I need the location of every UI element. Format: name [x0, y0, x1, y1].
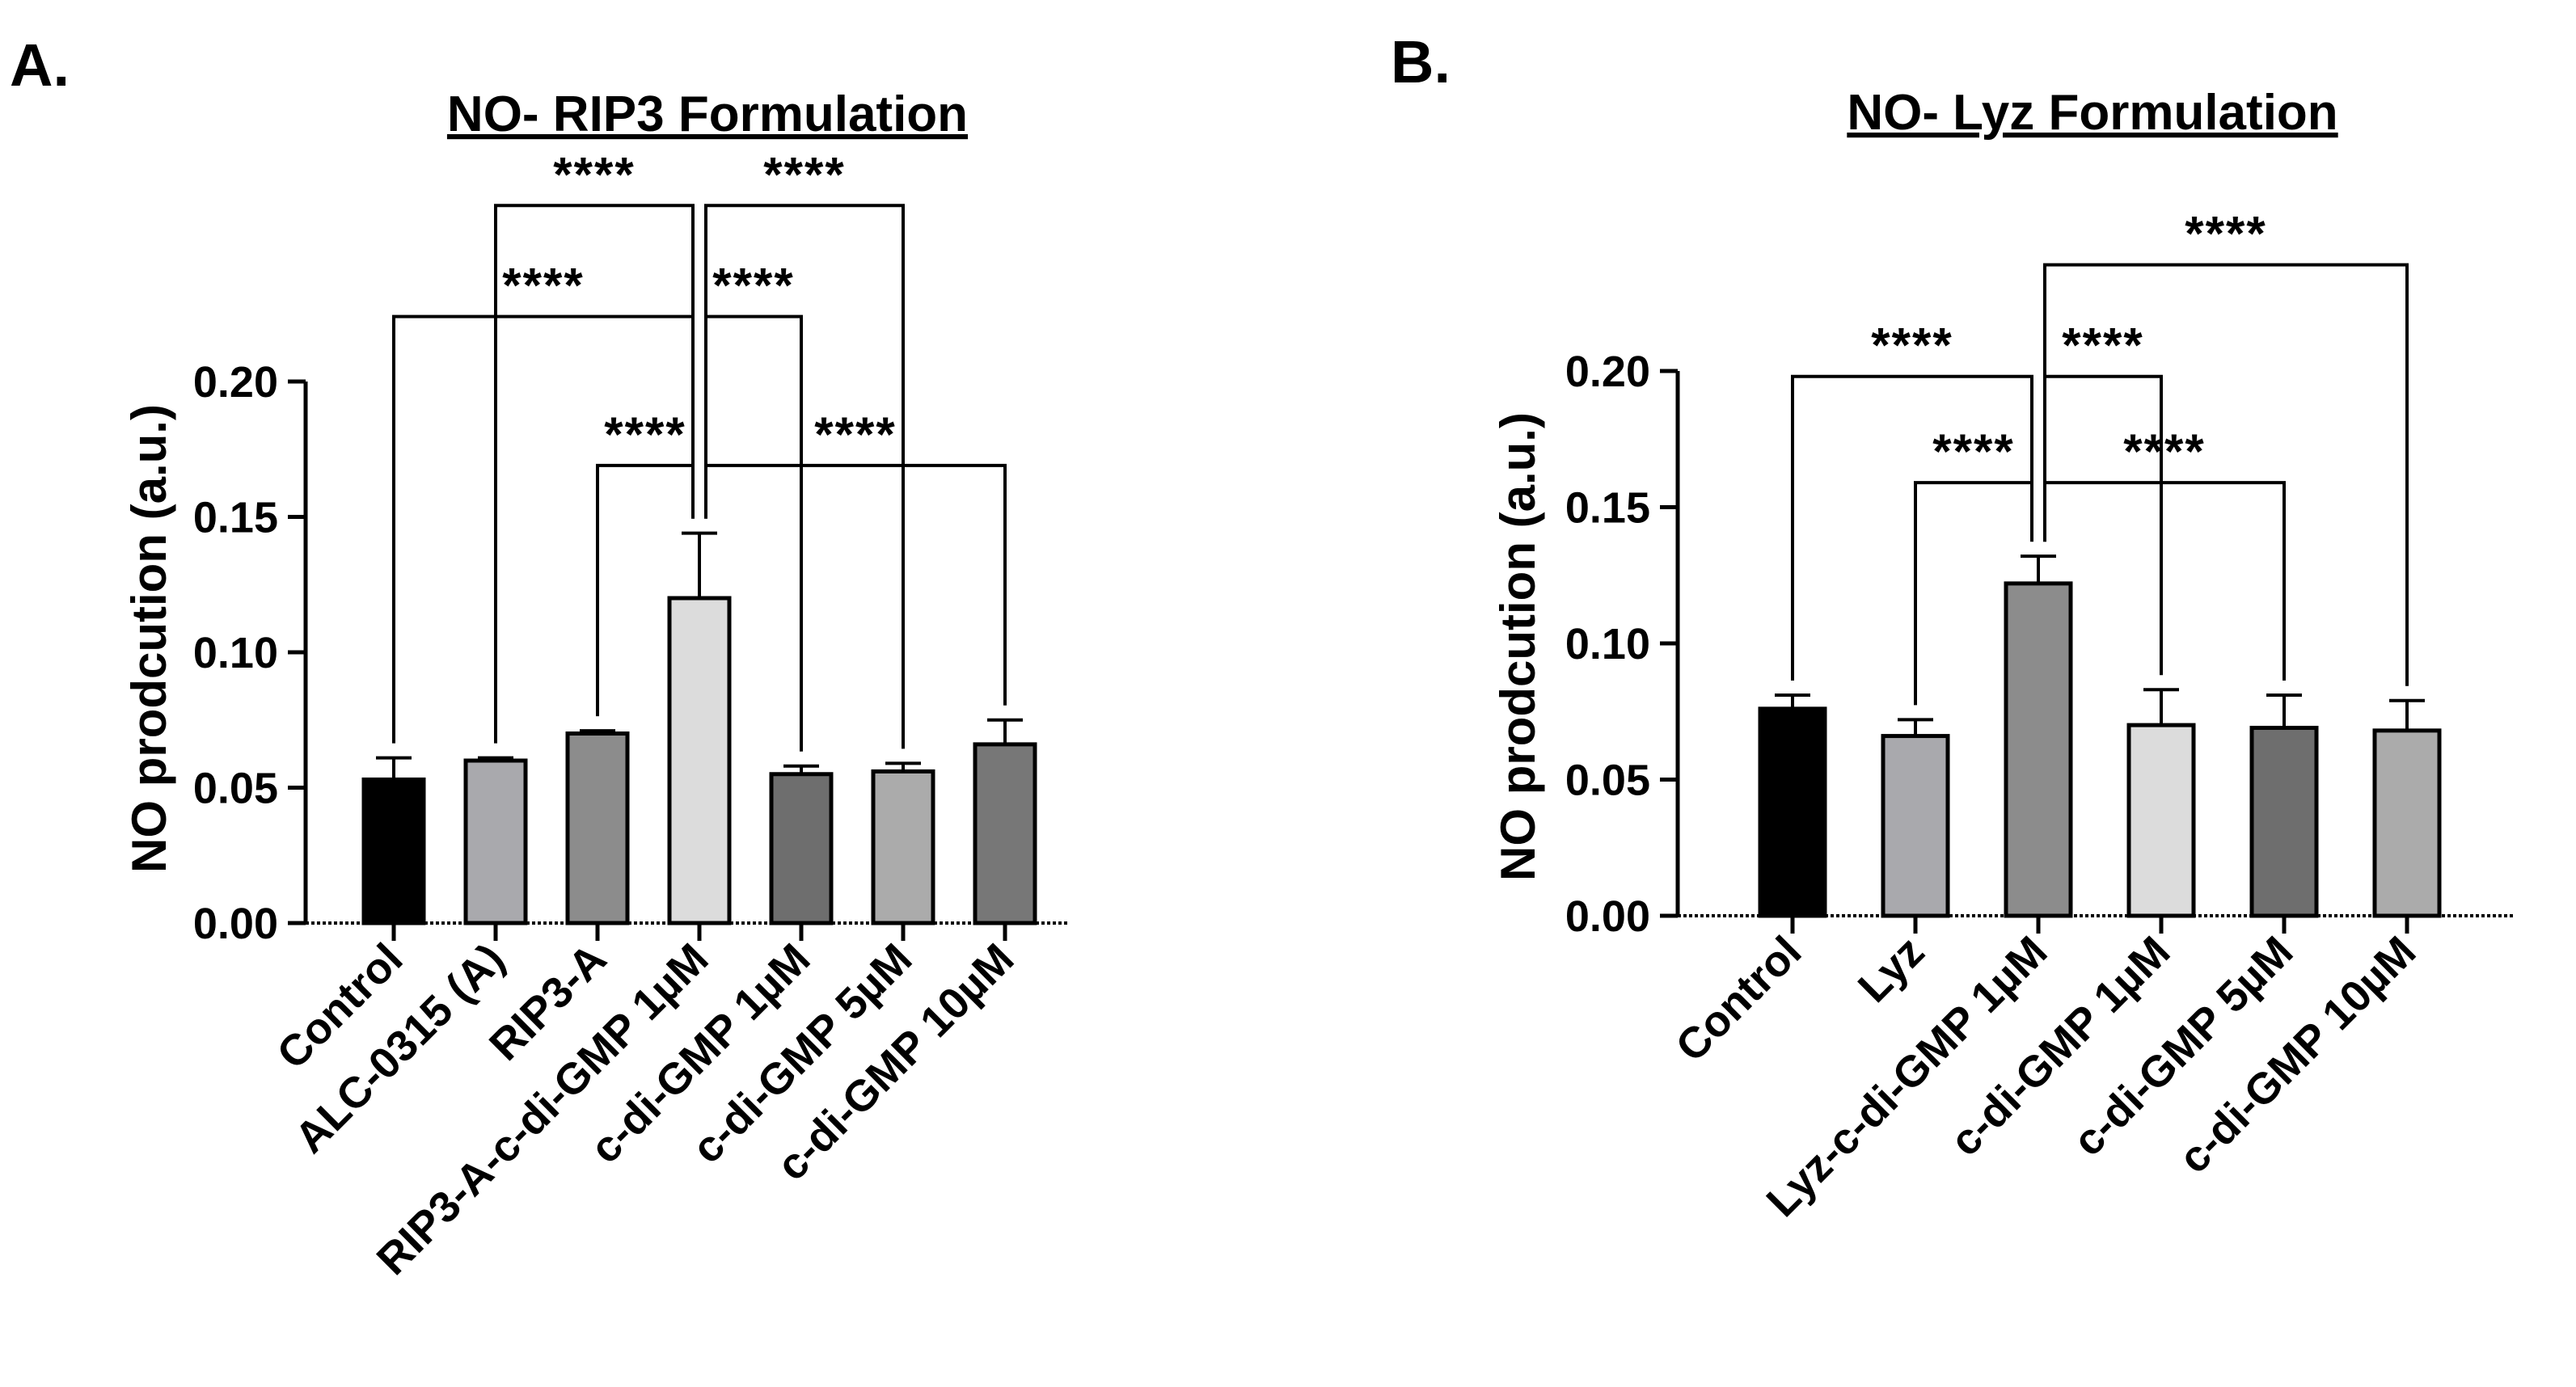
- panel-a-significance-bracket: [704, 314, 803, 752]
- panel-a-bar: [871, 769, 935, 925]
- panel-b-y-tick-label: 0.10: [1565, 620, 1650, 668]
- panel-a-significance-label: ****: [553, 147, 635, 201]
- panel-b-bar: [2126, 723, 2196, 918]
- panel-b-y-axis-label: NO prodcution (a.u.): [1491, 412, 1545, 881]
- panel-b-significance-bracket: [2043, 481, 2286, 681]
- panel-a-label: A.: [10, 32, 70, 99]
- panel-b-significance-label: ****: [1932, 424, 2014, 478]
- panel-b-y-tick-label: 0.20: [1565, 348, 1650, 396]
- panel-b-bar: [2004, 581, 2073, 918]
- panel-a-bar: [361, 777, 426, 925]
- panel-b-bar: [1881, 734, 1950, 918]
- panel-b-category-label: c-di-GMP 1µM: [1941, 927, 2180, 1166]
- panel-b-category-label: Lyz: [1849, 927, 1934, 1012]
- panel-b-significance-label: ****: [1871, 318, 1953, 373]
- panel-a-significance-label: ****: [712, 259, 794, 313]
- panel-b-category-label: c-di-GMP 5µM: [2064, 927, 2303, 1166]
- panel-a-bar: [565, 731, 630, 925]
- panel-a-y-tick-label: 0.15: [193, 494, 278, 542]
- panel-b-significance-label: ****: [2185, 207, 2266, 261]
- panel-a-significance-bracket: [596, 463, 695, 717]
- panel-b-y-tick-label: 0.15: [1565, 484, 1650, 533]
- panel-a-significance-label: ****: [763, 147, 845, 201]
- panel-a-y-tick-label: 0.00: [193, 900, 278, 948]
- panel-b-category-label: Control: [1666, 927, 1810, 1071]
- panel-a-bar: [769, 772, 834, 925]
- panel-a-title: NO- RIP3 Formulation: [447, 86, 968, 142]
- panel-a-significance-label: ****: [814, 407, 896, 462]
- panel-a-y-tick-label: 0.20: [193, 358, 278, 407]
- panel-a-bar: [463, 758, 528, 925]
- panel-b-label: B.: [1391, 28, 1451, 95]
- panel-a-significance-bracket: [392, 314, 695, 744]
- panel-b-bar: [1758, 706, 1827, 918]
- panel-a-bar: [667, 596, 732, 925]
- panel-b-bar: [2372, 728, 2442, 918]
- panel-b-significance-label: ****: [2123, 424, 2205, 478]
- panel-b-significance-bracket: [2043, 374, 2163, 676]
- panel-b-title: NO- Lyz Formulation: [1847, 85, 2337, 141]
- panel-a-bar: [973, 742, 1037, 925]
- panel-b-significance-bracket: [1791, 374, 2033, 681]
- panel-b-significance-bracket: [1914, 481, 2033, 706]
- panel-a-significance-bracket: [704, 463, 1007, 706]
- panel-a-y-axis-label: NO prodcution (a.u.): [122, 404, 176, 873]
- panel-b-y-tick-label: 0.00: [1565, 892, 1650, 941]
- panel-a-significance-label: ****: [604, 407, 686, 462]
- panel-a-y-tick-label: 0.10: [193, 629, 278, 677]
- panel-b-significance-label: ****: [2062, 318, 2143, 373]
- panel-a-y-tick-label: 0.05: [193, 765, 278, 813]
- panel-b-y-tick-label: 0.05: [1565, 757, 1650, 805]
- panel-a-significance-label: ****: [502, 259, 584, 313]
- panel-b-bar: [2249, 725, 2319, 918]
